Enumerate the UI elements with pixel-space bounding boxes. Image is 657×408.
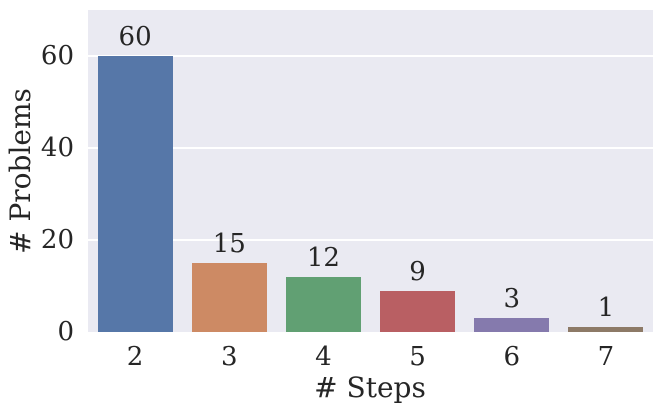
x-tick-label: 2 [126, 342, 144, 372]
bar-2 [97, 56, 173, 332]
x-tick-label: 6 [503, 342, 521, 372]
bar-4 [285, 276, 361, 332]
y-tick-label: 20 [40, 225, 74, 255]
bar-value-label: 1 [597, 293, 615, 324]
bar-value-label: 15 [212, 229, 246, 259]
y-tick-label: 40 [40, 133, 74, 163]
bar-value-label: 12 [306, 242, 340, 273]
y-gridline [88, 239, 653, 241]
plot-area: 60 15 12 9 3 1 [88, 10, 653, 332]
x-tick-label: 7 [597, 342, 615, 372]
y-tick-label: 60 [40, 41, 74, 71]
y-tick-label: 0 [57, 317, 74, 347]
bar-5 [380, 290, 456, 332]
x-axis-label: # Steps [314, 371, 426, 404]
bar-7 [568, 327, 644, 332]
x-tick-label: 4 [315, 342, 332, 372]
x-tick-label: 3 [220, 342, 238, 372]
bar-value-label: 9 [409, 256, 426, 287]
bar-value-label: 3 [503, 284, 521, 315]
y-gridline [88, 55, 653, 57]
bar-3 [191, 263, 267, 332]
y-gridline [88, 147, 653, 149]
bar-6 [474, 318, 550, 332]
x-tick-label: 5 [409, 342, 426, 372]
bar-value-label: 60 [118, 22, 152, 52]
